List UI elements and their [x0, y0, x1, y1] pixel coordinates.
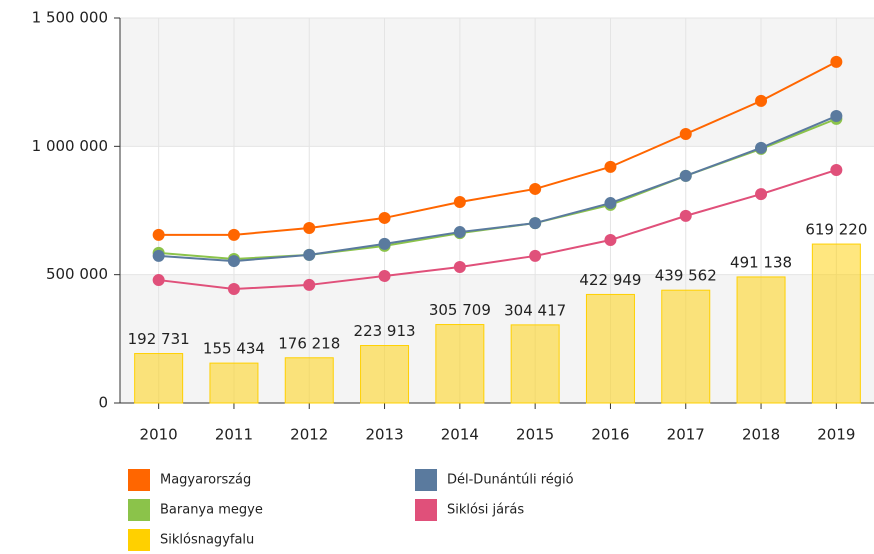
legend-label: Dél-Dunántúli régió: [447, 473, 574, 488]
bar-value-label: 304 417: [504, 301, 566, 319]
line-point: [227, 283, 240, 296]
bar: [585, 293, 635, 404]
line-point: [755, 188, 768, 201]
line-point: [453, 260, 466, 273]
y-tick-label: 0: [98, 394, 108, 412]
bar-value-label: 619 220: [805, 221, 867, 239]
line-point: [830, 55, 843, 68]
x-tick-label: 2015: [516, 426, 554, 444]
bar-value-label: 491 138: [730, 253, 792, 271]
line-point: [529, 249, 542, 262]
bar-value-label: 176 218: [278, 334, 340, 352]
line: [158, 168, 837, 291]
line-point: [604, 197, 617, 210]
line: [158, 115, 837, 263]
line-point: [755, 141, 768, 154]
line-point: [529, 217, 542, 230]
line-point: [378, 211, 391, 224]
bar-value-label: 155 434: [203, 340, 265, 358]
line-point: [830, 163, 843, 176]
line-point: [303, 278, 316, 291]
legend-swatch: [415, 469, 437, 491]
y-tick-label: 1 000 000: [32, 137, 108, 155]
bar: [811, 243, 861, 404]
legend-swatch: [128, 529, 150, 551]
line-point: [679, 209, 692, 222]
y-tick-label: 500 000: [46, 265, 108, 283]
line-point: [303, 248, 316, 261]
bar-value-label: 305 709: [429, 301, 491, 319]
bar: [209, 362, 259, 404]
line-point: [604, 160, 617, 173]
bar-value-label: 439 562: [655, 267, 717, 285]
line-point: [378, 269, 391, 282]
line: [158, 61, 837, 236]
bar-value-label: 422 949: [579, 271, 641, 289]
bar: [360, 345, 410, 404]
x-tick-label: 2012: [290, 426, 328, 444]
line-point: [604, 234, 617, 247]
legend-label: Siklósi járás: [447, 503, 524, 518]
legend-swatch: [128, 499, 150, 521]
line-point: [830, 110, 843, 123]
x-tick-label: 2011: [215, 426, 253, 444]
line-point: [152, 274, 165, 287]
x-tick-label: 2018: [742, 426, 780, 444]
x-tick-label: 2017: [667, 426, 705, 444]
line-point: [529, 182, 542, 195]
line-point: [378, 237, 391, 250]
legend-label: Baranya megye: [160, 503, 263, 518]
x-tick-label: 2019: [817, 426, 855, 444]
bar-value-label: 223 913: [354, 322, 416, 340]
line-point: [679, 128, 692, 141]
line-point: [453, 196, 466, 209]
plot-band: [120, 18, 874, 147]
x-tick-label: 2013: [365, 426, 403, 444]
line-point: [303, 221, 316, 234]
bar: [435, 324, 485, 404]
x-tick-label: 2016: [591, 426, 629, 444]
bar: [510, 324, 560, 404]
line-point: [679, 169, 692, 182]
bar: [134, 353, 184, 404]
line-point: [453, 226, 466, 239]
line-point: [227, 228, 240, 241]
line-point: [227, 255, 240, 268]
legend-label: Siklósnagyfalu: [160, 533, 254, 548]
legend-label: Magyarország: [160, 473, 251, 488]
bar-value-label: 192 731: [128, 330, 190, 348]
line-point: [152, 249, 165, 262]
legend-swatch: [415, 499, 437, 521]
x-tick-label: 2010: [140, 426, 178, 444]
line-point: [755, 94, 768, 107]
y-tick-label: 1 500 000: [32, 9, 108, 27]
bar: [661, 289, 711, 404]
line-point: [152, 228, 165, 241]
bar: [284, 357, 334, 404]
bar: [736, 276, 786, 404]
x-tick-label: 2014: [441, 426, 479, 444]
legend-swatch: [128, 469, 150, 491]
